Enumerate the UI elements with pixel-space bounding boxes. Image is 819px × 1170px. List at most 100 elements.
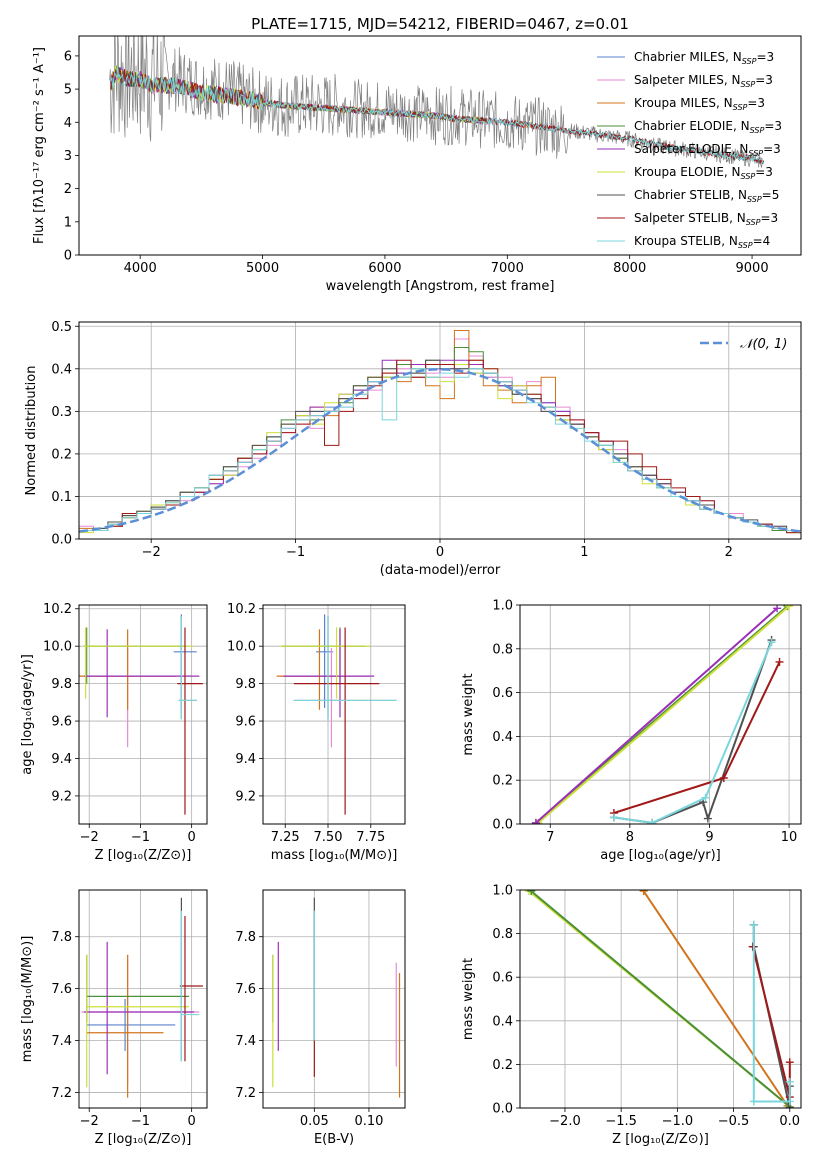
y-tick-label: 0.6 <box>492 971 513 986</box>
weight-line <box>537 605 790 824</box>
weight-vs-age-chart: 7 8 9 10 0.0 0.2 0.4 0.6 0.8 1.0 age [log₁₀(age/yr… <box>461 599 802 863</box>
x-tick-label: −2.0 <box>549 1114 581 1129</box>
y-axis-label: age [log₁₀(age/yr)] <box>20 654 35 775</box>
plot-area <box>524 890 794 1108</box>
point-marker <box>773 605 782 613</box>
y-axis-label: Flux [fλ10⁻¹⁷ erg cm⁻² s⁻¹ A⁻¹] <box>32 47 47 244</box>
error-bar-point <box>84 627 184 684</box>
x-tick-label: −1 <box>131 1114 150 1129</box>
point-marker <box>785 1097 794 1106</box>
error-bar-point <box>293 627 380 815</box>
y-axis-label: mass weight <box>461 673 476 755</box>
x-tick-label: 0 <box>187 1114 195 1129</box>
x-axis-label: mass [log₁₀(M/M⊙)] <box>271 848 398 863</box>
y-tick-label: 5 <box>64 83 72 98</box>
point-marker <box>703 814 712 823</box>
x-axis-label: wavelength [Angstrom, rest frame] <box>326 279 555 294</box>
y-tick-label: 0.8 <box>492 927 513 942</box>
y-tick-label: 2 <box>64 182 72 197</box>
axes-frame <box>519 889 802 1109</box>
x-axis-label: (data-model)/error <box>380 563 501 578</box>
y-tick-label: 3 <box>64 149 72 164</box>
x-axis-label: Z [log₁₀(Z/Z⊙)] <box>95 848 192 863</box>
point-marker <box>767 638 776 647</box>
error-bar-point <box>86 954 164 1098</box>
mass-vs-ebv-chart: 0.05 0.10 7.2 7.4 7.6 7.8 E(B-V) <box>235 889 406 1147</box>
x-tick-label: 5000 <box>246 261 279 276</box>
legend-label: Salpeter ELODIE, NSSP=3 <box>634 142 781 158</box>
error-bar-point <box>281 627 366 684</box>
y-tick-label: 7.2 <box>235 1086 256 1101</box>
residuals-chart: −2 −1 0 1 2 0.0 0.1 0.2 0.3 0.4 0.5 (data-model)/er… <box>24 320 802 578</box>
y-tick-label: 9.2 <box>235 789 256 804</box>
axes-frame <box>78 35 802 256</box>
x-axis-label: Z [log₁₀(Z/Z⊙)] <box>612 1132 709 1147</box>
weight-series <box>609 657 784 818</box>
y-tick-label: 10.0 <box>227 640 256 655</box>
x-tick-label: 6000 <box>368 261 401 276</box>
y-tick-label: 0.0 <box>492 1102 513 1117</box>
error-bar-point <box>79 629 177 710</box>
y-tick-label: 9.4 <box>51 752 72 767</box>
y-tick-label: 7.6 <box>51 982 72 997</box>
error-bar-point <box>86 999 176 1051</box>
y-tick-label: 7.2 <box>51 1086 72 1101</box>
y-tick-label: 9.8 <box>51 677 72 692</box>
axes-frame <box>78 604 208 825</box>
weight-line <box>642 890 789 1107</box>
gridlines <box>79 890 207 1108</box>
x-tick-label: 10 <box>781 830 798 845</box>
point-marker <box>775 657 784 666</box>
legend-label: 𝒩(0, 1) <box>740 337 787 352</box>
x-tick-label: 7.75 <box>356 830 385 845</box>
y-tick-label: 4 <box>64 116 72 131</box>
x-axis-label: E(B-V) <box>314 1132 354 1147</box>
y-tick-label: 9.4 <box>235 752 256 767</box>
y-tick-label: 6 <box>64 49 72 64</box>
axes-frame <box>262 604 406 825</box>
legend: Chabrier MILES, NSSP=3 Salpeter MILES, NS… <box>597 50 782 250</box>
legend-label: Chabrier ELODIE, NSSP=3 <box>634 119 782 135</box>
error-bar-point <box>178 616 197 720</box>
error-bar-point <box>84 629 200 718</box>
model-spectrum-line <box>110 65 765 165</box>
axes-frame <box>262 889 406 1109</box>
y-tick-label: 0.1 <box>51 490 72 505</box>
x-tick-label: 7.50 <box>314 830 343 845</box>
plot-area <box>79 614 203 815</box>
axes-frame <box>78 889 208 1109</box>
x-tick-label: 1 <box>580 545 588 560</box>
y-tick-label: 10.2 <box>43 602 72 617</box>
point-marker <box>609 813 618 822</box>
weight-series <box>749 920 794 1106</box>
x-tick-label: −1.5 <box>605 1114 637 1129</box>
x-tick-label: 0.05 <box>300 1114 329 1129</box>
y-tick-label: 10.2 <box>227 602 256 617</box>
error-bar-point <box>316 614 334 708</box>
y-tick-label: 0.5 <box>51 320 72 335</box>
legend-label: Chabrier STELIB, NSSP=5 <box>634 188 779 204</box>
error-bar-point <box>179 915 203 1062</box>
weight-series <box>531 605 792 824</box>
weight-series <box>609 636 776 824</box>
y-tick-label: 0.2 <box>51 447 72 462</box>
x-tick-label: 0 <box>436 545 444 560</box>
error-bar-point <box>283 629 375 718</box>
x-tick-label: −2 <box>142 545 161 560</box>
x-tick-label: 7 <box>546 830 554 845</box>
y-tick-label: 1.0 <box>492 884 513 899</box>
y-tick-label: 0.6 <box>492 686 513 701</box>
weight-line <box>535 607 778 824</box>
point-marker <box>785 1058 794 1067</box>
y-tick-label: 0 <box>64 249 72 264</box>
age-vs-mass-chart: 7.25 7.50 7.75 9.2 9.4 9.6 9.8 10.0 10.2 mass [lo… <box>227 602 406 863</box>
y-tick-label: 0.2 <box>492 774 513 789</box>
point-marker <box>648 818 657 824</box>
spectrum-chart: 4000 5000 6000 7000 8000 9000 0 1 2 3 4 5 6 wavelengt… <box>32 15 802 294</box>
x-tick-label: −1.0 <box>662 1114 694 1129</box>
error-bar-point <box>86 954 190 1088</box>
error-bar-point <box>293 616 397 720</box>
x-tick-label: 4000 <box>124 261 157 276</box>
weight-line <box>613 641 773 824</box>
